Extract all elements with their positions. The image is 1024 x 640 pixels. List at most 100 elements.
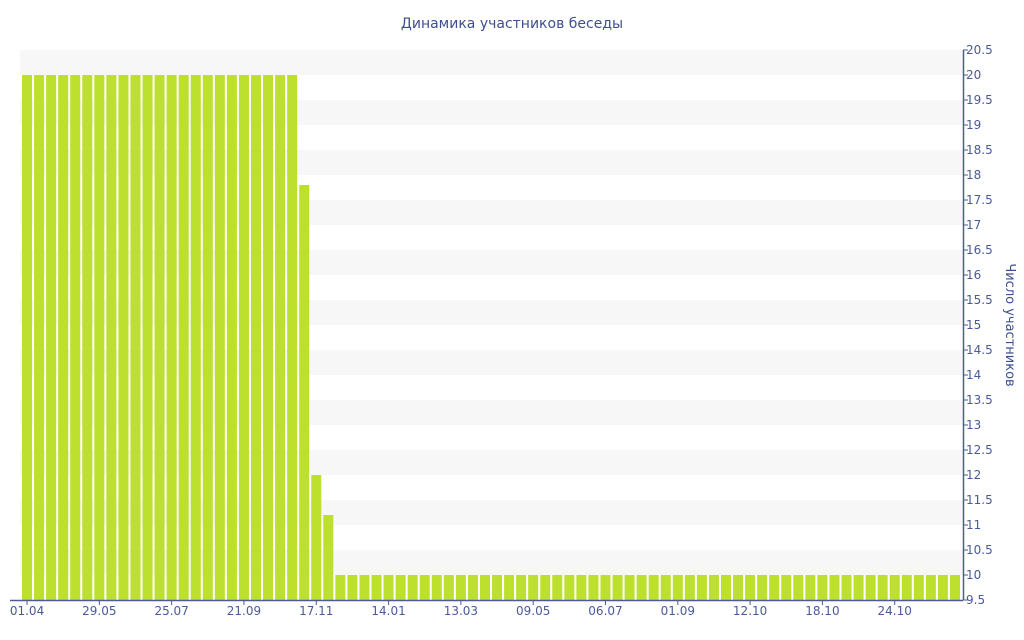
grid-band [20,150,963,175]
bar [829,575,840,600]
bar [612,575,623,600]
grid-band [20,400,963,425]
y-tick-label: 17.5 [966,193,993,207]
x-tick-label: 01.09 [661,604,695,618]
bar [311,475,322,600]
bar [624,575,635,600]
chart-title: Динамика участников беседы [401,16,623,32]
bar [250,75,262,600]
bar [82,75,93,600]
y-tick-label: 11 [966,518,981,532]
bar [335,575,346,600]
bar [238,75,249,600]
bar [190,75,201,600]
bar [106,75,117,600]
x-tick-label: 25.07 [154,604,188,618]
bar [154,75,165,600]
bar [46,75,57,600]
y-tick-label: 14.5 [966,343,993,357]
bar [540,575,551,600]
y-tick-label: 9.5 [966,593,985,607]
grid-band [20,50,963,75]
bar [419,575,430,600]
bar [431,575,442,600]
bar [913,575,924,600]
grid-bands [20,50,963,575]
bar [684,575,695,600]
bar [805,575,816,600]
y-tick-label: 18.5 [966,143,993,157]
grid-band [20,500,963,525]
y-tick-label: 15.5 [966,293,993,307]
bar [588,575,599,600]
bar [552,575,563,600]
bar [576,575,587,600]
y-tick-label: 16 [966,268,981,282]
bar [287,75,298,600]
grid-band [20,350,963,375]
bar [443,575,454,600]
bar [214,75,225,600]
grid-band [20,200,963,225]
bar [769,575,780,600]
bar [925,575,936,600]
grid-band [20,250,963,275]
bar [528,575,539,600]
bar [877,575,888,600]
x-tick-label: 24.10 [878,604,912,618]
y-tick-label: 12 [966,468,981,482]
bar [889,575,900,600]
x-tick-label: 14.01 [371,604,405,618]
y-tick-label: 10 [966,568,981,582]
bars [22,75,960,600]
y-tick-label: 19.5 [966,93,993,107]
x-tick-label: 13.03 [444,604,478,618]
y-tick-label: 12.5 [966,443,993,457]
x-tick-label: 21.09 [227,604,261,618]
y-tick-label: 16.5 [966,243,993,257]
y-tick-label: 17 [966,218,981,232]
axes: 9.5 10 10.5 11 11.5 12 12.5 13 13.5 14 14.5 15 15.5 1… [10,43,993,618]
x-tick-label: 17.11 [299,604,333,618]
bar [479,575,490,600]
bar [660,575,671,600]
x-tick-label: 06.07 [588,604,622,618]
bar [226,75,237,600]
bar [299,185,310,600]
bar [516,575,527,600]
y-tick-label: 13.5 [966,393,993,407]
y-tick-label: 20 [966,68,981,82]
y-tick-label: 20.5 [966,43,993,57]
bar [733,575,744,600]
y-tick-label: 14 [966,368,981,382]
bar [648,575,659,600]
bar [564,575,575,600]
bar [395,575,406,600]
grid-band [20,300,963,325]
bar [130,75,141,600]
y-tick-label: 10.5 [966,543,993,557]
x-tick-label: 29.05 [82,604,116,618]
y-tick-label: 19 [966,118,981,132]
bar [793,575,804,600]
x-tick-label: 09.05 [516,604,550,618]
grid-band [20,450,963,475]
bar [142,75,153,600]
bar [504,575,515,600]
y-axis-label: Число участников [1002,263,1017,386]
bar [841,575,852,600]
bar [263,75,274,600]
bar [22,75,33,600]
bar [708,575,719,600]
y-tick-label: 18 [966,168,981,182]
bar [817,575,828,600]
bar [672,575,683,600]
bar [347,575,358,600]
bar [865,575,876,600]
bar [323,515,334,600]
bar [901,575,912,600]
bar [492,575,503,600]
y-tick-label: 11.5 [966,493,993,507]
grid-band [20,100,963,125]
